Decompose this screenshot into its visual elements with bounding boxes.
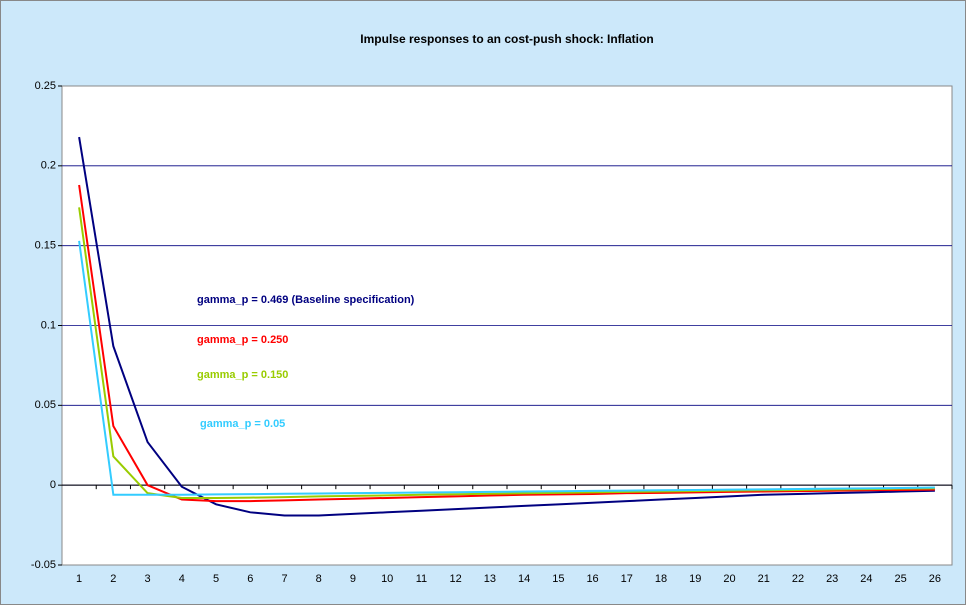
chart-title: Impulse responses to an cost-push shock:… bbox=[360, 32, 653, 46]
x-tick-label: 14 bbox=[518, 573, 530, 585]
x-tick-label: 22 bbox=[792, 573, 804, 585]
x-tick-label: 24 bbox=[860, 573, 872, 585]
series-line bbox=[78, 184, 935, 503]
y-tick-label: 0.1 bbox=[41, 319, 56, 331]
x-tick-label: 1 bbox=[76, 573, 82, 585]
series-line bbox=[78, 240, 935, 496]
x-tick-label: 4 bbox=[179, 573, 185, 585]
series-label: gamma_p = 0.250 bbox=[197, 334, 288, 346]
series-label: gamma_p = 0.150 bbox=[197, 369, 288, 381]
y-tick-label: 0.25 bbox=[35, 80, 56, 92]
x-tick-label: 8 bbox=[316, 573, 322, 585]
x-tick-label: 23 bbox=[826, 573, 838, 585]
x-tick-label: 20 bbox=[723, 573, 735, 585]
x-tick-label: 12 bbox=[450, 573, 462, 585]
x-tick-label: 15 bbox=[552, 573, 564, 585]
series-label: gamma_p = 0.05 bbox=[200, 418, 285, 430]
y-tick-label: 0 bbox=[50, 479, 56, 491]
x-tick-label: 19 bbox=[689, 573, 701, 585]
x-tick-label: 21 bbox=[758, 573, 770, 585]
x-tick-label: 9 bbox=[350, 573, 356, 585]
x-tick-label: 7 bbox=[281, 573, 287, 585]
y-tick-label: 0.15 bbox=[35, 240, 56, 252]
y-tick-label: 0.2 bbox=[41, 160, 56, 172]
x-tick-label: 11 bbox=[416, 573, 427, 585]
x-tick-label: 18 bbox=[655, 573, 667, 585]
series-line bbox=[78, 136, 935, 517]
x-tick-label: 6 bbox=[247, 573, 253, 585]
x-tick-label: 26 bbox=[929, 573, 941, 585]
series-label: gamma_p = 0.469 (Baseline specification) bbox=[197, 294, 415, 306]
x-tick-label: 25 bbox=[895, 573, 907, 585]
x-tick-label: 17 bbox=[621, 573, 633, 585]
x-tick-label: 13 bbox=[484, 573, 496, 585]
y-tick-label: 0.05 bbox=[35, 399, 56, 411]
x-tick-label: 10 bbox=[381, 573, 393, 585]
x-tick-label: 3 bbox=[145, 573, 151, 585]
x-tick-label: 5 bbox=[213, 573, 219, 585]
x-tick-label: 2 bbox=[110, 573, 116, 585]
x-tick-label: 16 bbox=[586, 573, 598, 585]
y-tick-label: -0.05 bbox=[31, 559, 56, 571]
